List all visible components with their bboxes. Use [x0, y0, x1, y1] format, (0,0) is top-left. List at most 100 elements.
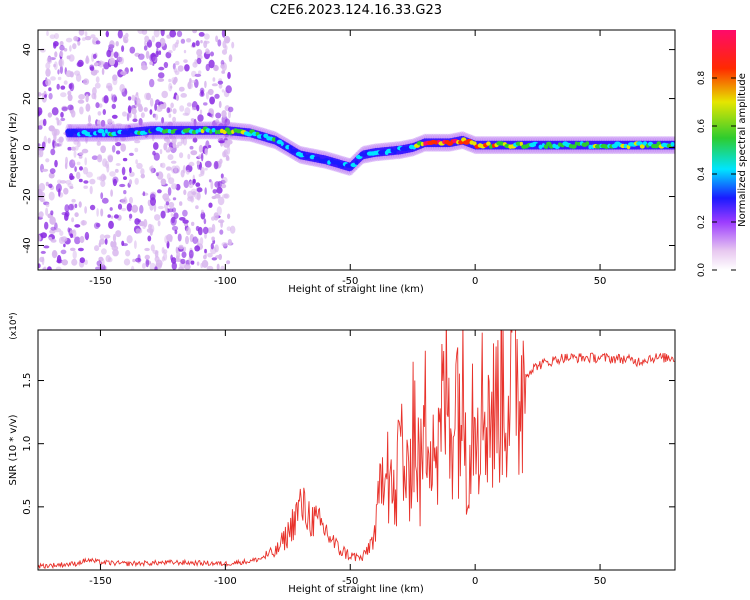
noise-speckle: [99, 175, 102, 182]
noise-speckle: [78, 201, 82, 208]
noise-speckle: [218, 83, 223, 89]
noise-speckle: [72, 43, 77, 50]
noise-speckle: [222, 40, 227, 49]
noise-speckle: [175, 94, 179, 101]
ridge-peak: [472, 141, 477, 146]
noise-speckle: [210, 51, 214, 57]
noise-speckle: [136, 97, 141, 106]
noise-speckle: [228, 54, 233, 63]
noise-speckle: [76, 171, 81, 180]
noise-speckle: [150, 197, 156, 206]
noise-speckle: [59, 41, 64, 46]
noise-speckle: [177, 141, 183, 147]
noise-speckle: [92, 53, 97, 60]
noise-speckle: [179, 105, 185, 112]
noise-speckle: [77, 141, 81, 148]
y-tick-label: -20: [22, 188, 33, 204]
noise-speckle: [39, 256, 45, 263]
noise-speckle: [123, 190, 127, 195]
noise-speckle: [126, 203, 133, 212]
noise-speckle: [60, 249, 67, 255]
noise-speckle: [110, 215, 114, 219]
ridge-peak: [195, 129, 199, 134]
noise-speckle: [164, 197, 171, 203]
noise-speckle: [114, 168, 119, 173]
noise-speckle: [111, 114, 118, 119]
noise-speckle: [115, 41, 119, 47]
noise-speckle: [38, 182, 46, 192]
noise-speckle: [115, 163, 121, 166]
noise-speckle: [121, 45, 125, 52]
noise-speckle: [125, 32, 129, 39]
noise-speckle: [71, 217, 75, 223]
noise-speckle: [105, 255, 111, 263]
noise-speckle: [126, 235, 133, 244]
noise-speckle: [190, 260, 195, 265]
noise-speckle: [129, 46, 136, 54]
noise-speckle: [226, 260, 231, 265]
noise-speckle: [205, 48, 210, 55]
noise-speckle: [120, 70, 127, 76]
noise-speckle: [154, 266, 158, 270]
noise-speckle: [216, 186, 223, 194]
noise-speckle: [160, 30, 165, 37]
colorbar-gradient: [712, 30, 736, 270]
y-tick-label: -40: [22, 237, 33, 253]
noise-speckle: [53, 128, 60, 136]
noise-speckle: [85, 103, 91, 112]
noise-speckle: [176, 39, 180, 45]
noise-speckle: [121, 166, 126, 176]
noise-speckle: [79, 152, 84, 156]
noise-speckle: [155, 259, 163, 268]
noise-speckle: [170, 213, 174, 217]
noise-speckle: [59, 50, 64, 58]
noise-speckle: [168, 82, 173, 92]
noise-speckle: [51, 107, 59, 116]
noise-speckle: [45, 78, 52, 86]
noise-speckle: [115, 122, 123, 127]
noise-speckle: [214, 244, 219, 253]
noise-speckle: [180, 258, 186, 265]
noise-speckle: [100, 145, 106, 154]
noise-speckle: [214, 93, 220, 99]
noise-speckle: [204, 232, 207, 239]
noise-speckle: [165, 166, 172, 171]
x-tick-label: 50: [594, 276, 607, 287]
noise-speckle: [138, 105, 144, 112]
noise-speckle: [122, 157, 128, 162]
noise-speckle: [77, 99, 85, 104]
noise-speckle: [127, 96, 132, 101]
noise-speckle: [131, 204, 139, 213]
noise-speckle: [165, 51, 172, 59]
noise-speckle: [171, 207, 177, 213]
noise-speckle: [131, 94, 135, 101]
noise-speckle: [146, 39, 153, 48]
noise-speckle: [50, 239, 57, 243]
ridge-peak: [393, 149, 397, 155]
noise-speckle: [217, 196, 225, 206]
noise-speckle: [109, 207, 113, 211]
noise-speckle: [200, 211, 206, 220]
noise-speckle: [192, 236, 198, 244]
noise-speckle: [45, 62, 51, 70]
noise-speckle: [134, 140, 141, 144]
noise-speckle: [73, 149, 77, 158]
noise-speckle: [187, 81, 194, 90]
noise-speckle: [217, 80, 224, 85]
noise-speckle: [211, 236, 215, 241]
noise-speckle: [158, 66, 165, 71]
snr-xlabel: Height of straight line (km): [288, 584, 424, 595]
noise-speckle: [54, 141, 58, 149]
noise-speckle: [113, 214, 119, 219]
x-tick-label: 0: [472, 576, 478, 587]
noise-speckle: [198, 70, 202, 75]
noise-speckle: [102, 109, 107, 115]
noise-speckle: [221, 70, 226, 74]
noise-speckle: [198, 32, 205, 37]
noise-speckle: [153, 142, 159, 150]
noise-speckle: [203, 40, 208, 49]
noise-speckle: [134, 147, 139, 153]
noise-speckle: [211, 223, 216, 233]
noise-speckle: [43, 266, 47, 270]
noise-speckle: [169, 30, 177, 38]
